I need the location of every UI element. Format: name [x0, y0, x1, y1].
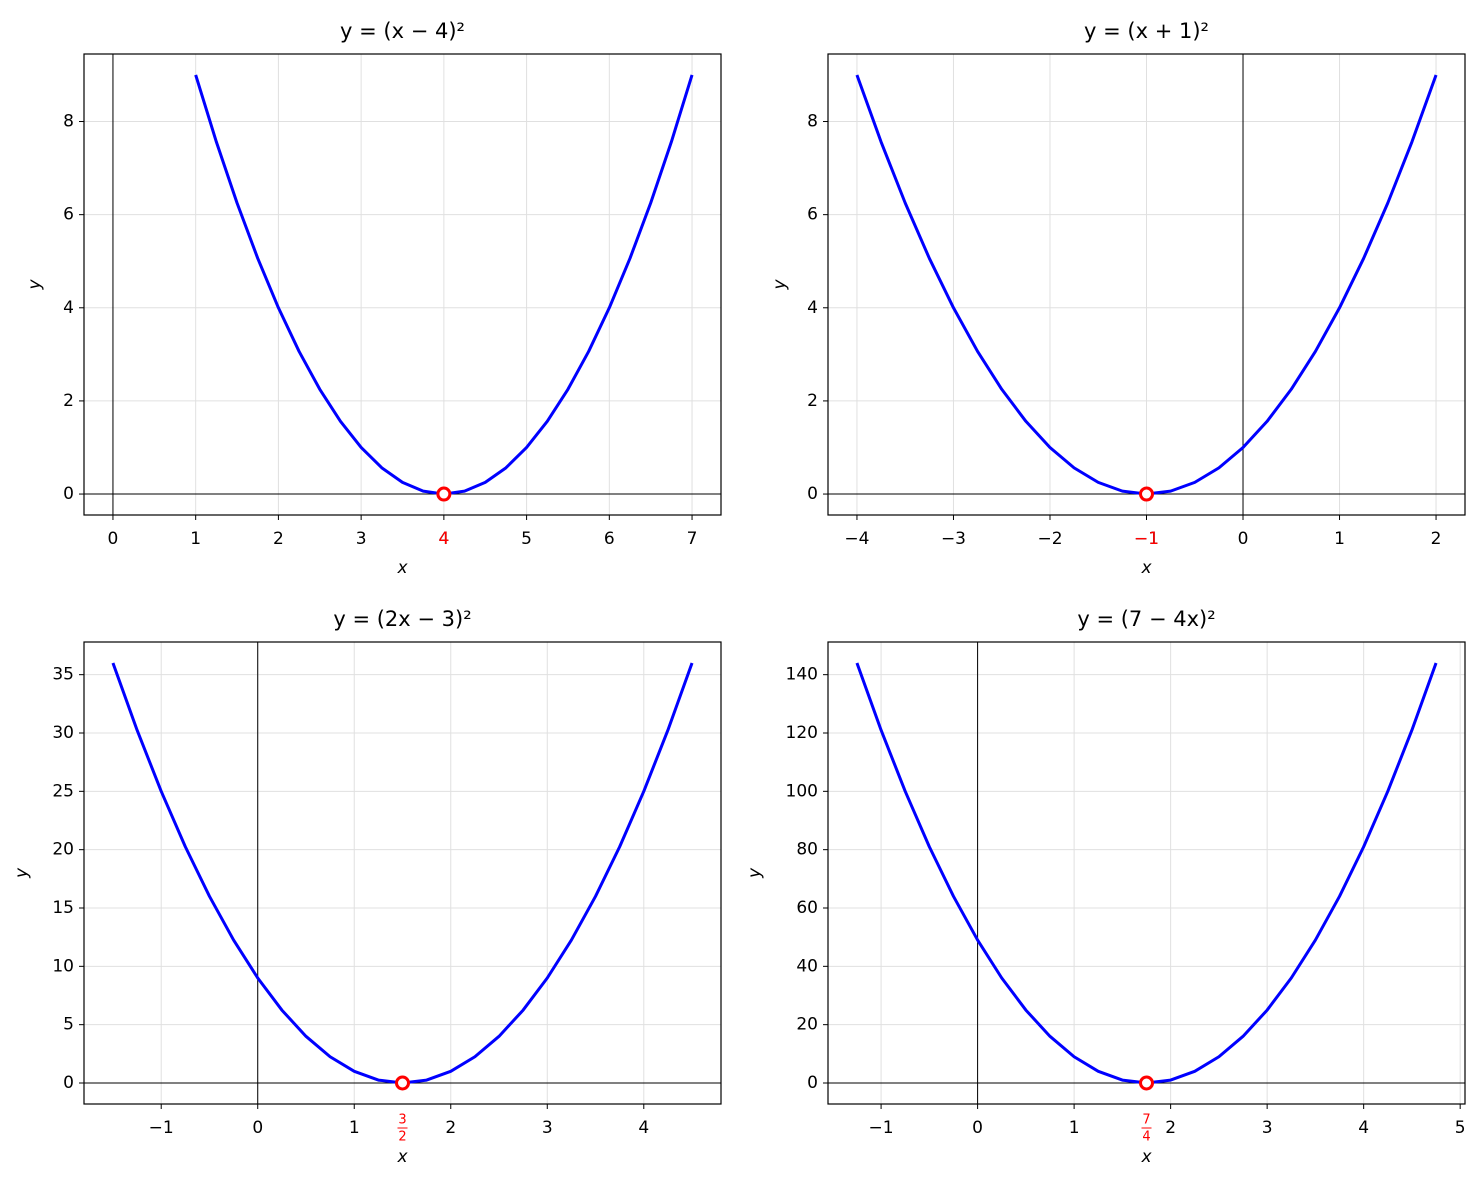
x-tick-label: 4 — [1358, 1118, 1369, 1138]
x-tick-label: 3 — [356, 529, 367, 549]
x-tick-label: 0 — [1238, 529, 1249, 549]
x-tick-label: −2 — [1037, 529, 1062, 549]
x-tick-label: 1 — [349, 1118, 360, 1138]
x-tick-label: 0 — [252, 1118, 263, 1138]
y-tick-label: 40 — [796, 956, 818, 976]
vertex-tick-label: −1 — [1134, 529, 1159, 549]
y-tick-label: 6 — [807, 205, 818, 225]
x-tick-label: 2 — [445, 1118, 456, 1138]
x-tick-label: 1 — [1334, 529, 1345, 549]
chart-title: y = (x + 1)² — [1084, 19, 1209, 43]
y-axis-label: y — [745, 867, 765, 879]
x-axis-label: x — [396, 1147, 408, 1167]
vertex-tick-numerator: 3 — [398, 1113, 406, 1128]
y-tick-label: 4 — [807, 298, 818, 318]
y-tick-label: 100 — [786, 781, 818, 801]
y-tick-label: 2 — [807, 391, 818, 411]
x-tick-label: 3 — [542, 1118, 553, 1138]
y-tick-label: 120 — [786, 723, 818, 743]
x-tick-label: 4 — [638, 1118, 649, 1138]
y-tick-label: 6 — [63, 205, 74, 225]
y-tick-label: 30 — [52, 723, 74, 743]
vertex-tick-denominator: 2 — [398, 1130, 406, 1145]
y-tick-label: 4 — [63, 298, 74, 318]
curve — [111, 662, 694, 1085]
x-axis-label: x — [1140, 558, 1152, 578]
vertex-point — [436, 486, 452, 502]
y-tick-label: 25 — [52, 781, 74, 801]
x-tick-label: 5 — [1455, 1118, 1466, 1138]
x-tick-label: 2 — [1165, 1118, 1176, 1138]
x-tick-label: 0 — [108, 529, 119, 549]
y-tick-label: 0 — [63, 484, 74, 504]
x-tick-label: 0 — [972, 1118, 983, 1138]
vertex-tick-denominator: 4 — [1142, 1130, 1150, 1145]
axes-frame — [83, 53, 722, 516]
y-tick-label: 35 — [52, 665, 74, 685]
x-tick-label: −1 — [1134, 529, 1159, 549]
axes-frame — [83, 641, 722, 1105]
x-tick-label: 1 — [190, 529, 201, 549]
y-tick-label: 0 — [63, 1073, 74, 1093]
chart-title: y = (x − 4)² — [340, 19, 465, 43]
x-tick-label: 7 — [687, 529, 698, 549]
x-tick-label: −1 — [869, 1118, 894, 1138]
curve — [855, 662, 1438, 1085]
x-tick-label: 3 — [1262, 1118, 1273, 1138]
vertex-tick-label: 4 — [438, 529, 449, 549]
y-tick-label: 5 — [63, 1015, 74, 1035]
y-tick-label: 10 — [52, 956, 74, 976]
x-tick-label: 6 — [604, 529, 615, 549]
y-tick-label: 80 — [796, 840, 818, 860]
vertex-point — [1139, 486, 1154, 502]
y-tick-label: 0 — [807, 1073, 818, 1093]
y-axis-label: y — [12, 867, 32, 879]
y-tick-label: 140 — [786, 665, 818, 685]
y-tick-label: 8 — [807, 112, 818, 132]
y-axis-label: y — [25, 279, 45, 291]
x-tick-label: 2 — [1431, 529, 1442, 549]
x-axis-label: x — [396, 558, 408, 578]
axes-frame — [827, 53, 1466, 516]
y-tick-label: 20 — [796, 1015, 818, 1035]
x-tick-label: 1 — [1069, 1118, 1080, 1138]
x-tick-label: 4 — [438, 529, 449, 549]
y-tick-label: 0 — [807, 484, 818, 504]
y-tick-label: 15 — [52, 898, 74, 918]
x-tick-label: −4 — [844, 529, 869, 549]
chart-title: y = (7 − 4x)² — [1077, 607, 1215, 631]
y-tick-label: 20 — [52, 840, 74, 860]
x-tick-label: 2 — [273, 529, 284, 549]
vertex-point — [395, 1075, 410, 1091]
vertex-point — [1139, 1075, 1154, 1091]
x-tick-label: −1 — [149, 1118, 174, 1138]
axes-frame — [827, 641, 1466, 1105]
y-tick-label: 2 — [63, 391, 74, 411]
vertex-tick-numerator: 7 — [1142, 1113, 1150, 1128]
y-tick-label: 60 — [796, 898, 818, 918]
x-tick-label: −3 — [941, 529, 966, 549]
y-axis-label: y — [770, 279, 790, 291]
x-axis-label: x — [1140, 1147, 1152, 1167]
chart-title: y = (2x − 3)² — [333, 607, 471, 631]
x-tick-label: 5 — [521, 529, 532, 549]
y-tick-label: 8 — [63, 112, 74, 132]
